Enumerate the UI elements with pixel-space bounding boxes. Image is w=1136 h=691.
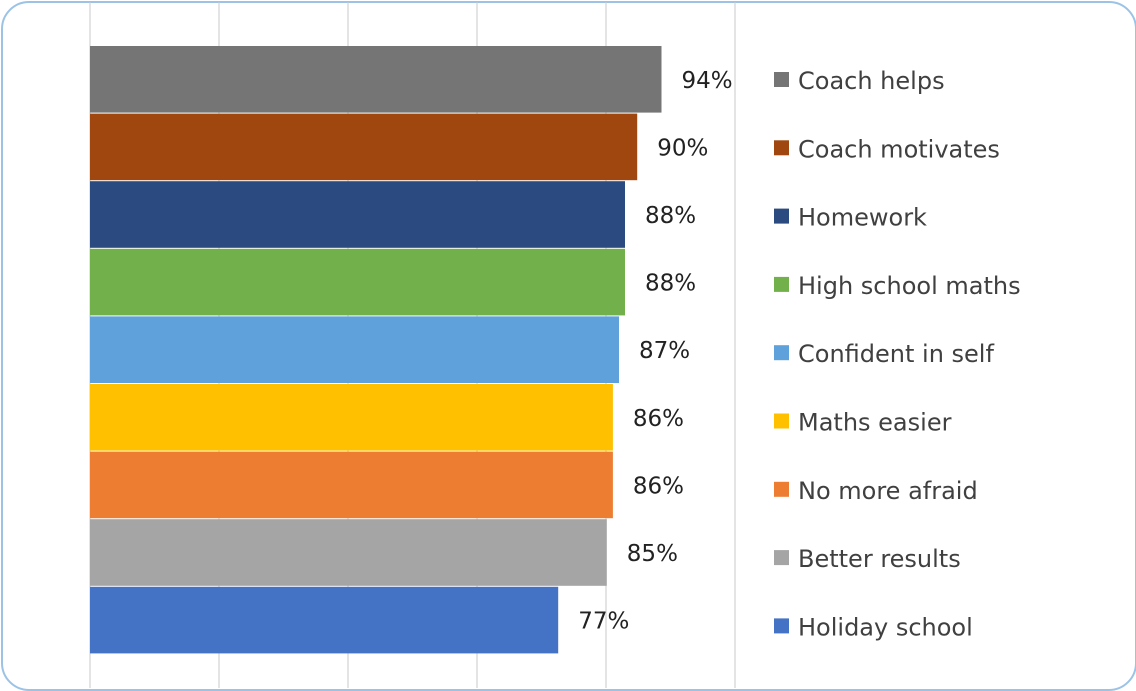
legend: Coach helps Coach motivates Homework High s… xyxy=(774,67,1021,641)
legend-swatch-7 xyxy=(774,550,789,566)
legend-swatch-1 xyxy=(774,140,789,156)
legend-swatch-2 xyxy=(774,208,789,224)
data-label-7: 85% xyxy=(627,541,678,567)
bar-0 xyxy=(90,46,662,113)
bar-5 xyxy=(90,384,613,451)
bar-3 xyxy=(90,248,625,316)
legend-label-0: Coach helps xyxy=(798,67,945,95)
data-label-2: 88% xyxy=(645,203,696,229)
legend-label-7: Better results xyxy=(798,545,961,573)
data-label-4: 87% xyxy=(639,338,690,364)
legend-swatch-5 xyxy=(774,413,789,429)
bar-4 xyxy=(90,316,619,383)
bar-6 xyxy=(90,451,613,519)
data-labels: 94% 90% 88% 88% 87% 86% 86% 85% 77% xyxy=(578,68,732,635)
data-label-6: 86% xyxy=(633,473,684,499)
legend-label-5: Maths easier xyxy=(798,409,952,437)
data-label-0: 94% xyxy=(682,68,733,94)
bars xyxy=(90,46,662,654)
legend-swatch-8 xyxy=(774,618,789,634)
legend-label-3: High school maths xyxy=(798,272,1021,300)
legend-label-4: Confident in self xyxy=(798,340,994,368)
bar-2 xyxy=(90,181,625,248)
legend-label-8: Holiday school xyxy=(798,613,973,641)
legend-swatch-4 xyxy=(774,345,789,361)
legend-label-2: Homework xyxy=(798,204,927,232)
data-label-3: 88% xyxy=(645,271,696,297)
legend-label-1: Coach motivates xyxy=(798,135,1000,163)
bar-7 xyxy=(90,519,607,586)
legend-swatch-3 xyxy=(774,276,789,292)
data-label-8: 77% xyxy=(578,609,629,635)
legend-label-6: No more afraid xyxy=(798,477,978,505)
bar-1 xyxy=(90,113,638,181)
bar-8 xyxy=(90,586,559,654)
legend-swatch-0 xyxy=(774,72,789,87)
data-label-5: 86% xyxy=(633,406,684,432)
legend-swatch-6 xyxy=(774,481,789,497)
data-label-1: 90% xyxy=(657,135,708,161)
